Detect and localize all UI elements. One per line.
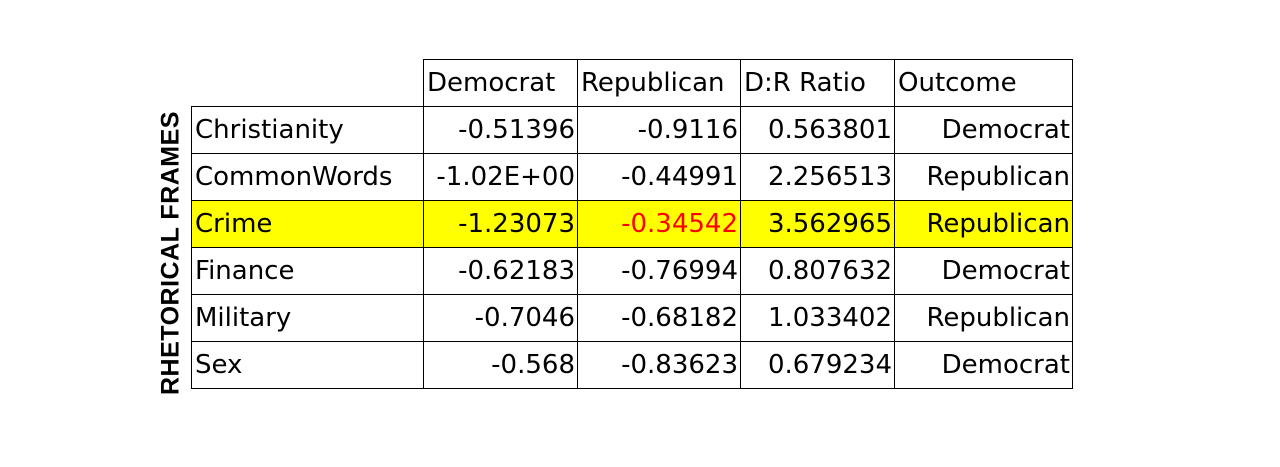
table-row: Christianity -0.51396 -0.9116 0.563801 D… (191, 106, 1073, 154)
ratio-value: 0.563801 (740, 106, 895, 154)
republican-value: -0.76994 (577, 247, 741, 295)
frame-name: Christianity (191, 106, 424, 154)
democrat-value: -1.23073 (423, 200, 578, 248)
outcome-value: Republican (894, 153, 1073, 201)
democrat-value: -0.568 (423, 341, 578, 389)
table-row: CommonWords -1.02E+00 -0.44991 2.256513 … (191, 153, 1073, 201)
republican-value: -0.9116 (577, 106, 741, 154)
democrat-value: -0.51396 (423, 106, 578, 154)
outcome-value: Republican (894, 200, 1073, 248)
ratio-value: 1.033402 (740, 294, 895, 342)
ratio-value: 3.562965 (740, 200, 895, 248)
table-row: Sex -0.568 -0.83623 0.679234 Democrat (191, 341, 1073, 389)
ratio-value: 0.807632 (740, 247, 895, 295)
frame-name: Finance (191, 247, 424, 295)
outcome-value: Democrat (894, 106, 1073, 154)
col-header-outcome: Outcome (894, 59, 1073, 107)
republican-value: -0.83623 (577, 341, 741, 389)
republican-value: -0.44991 (577, 153, 741, 201)
outcome-value: Democrat (894, 247, 1073, 295)
democrat-value: -1.02E+00 (423, 153, 578, 201)
frame-name: Crime (191, 200, 424, 248)
frame-name: CommonWords (191, 153, 424, 201)
col-header-ratio: D:R Ratio (740, 59, 895, 107)
header-row: Democrat Republican D:R Ratio Outcome (191, 59, 1073, 107)
table-row: Military -0.7046 -0.68182 1.033402 Repub… (191, 294, 1073, 342)
frame-name: Military (191, 294, 424, 342)
outcome-value: Republican (894, 294, 1073, 342)
table-row-highlighted: Crime -1.23073 -0.34542 3.562965 Republi… (191, 200, 1073, 248)
republican-value: -0.68182 (577, 294, 741, 342)
frames-table: Democrat Republican D:R Ratio Outcome Ch… (191, 59, 1073, 389)
democrat-value: -0.7046 (423, 294, 578, 342)
ratio-value: 2.256513 (740, 153, 895, 201)
frame-name: Sex (191, 341, 424, 389)
ratio-value: 0.679234 (740, 341, 895, 389)
outcome-value: Democrat (894, 341, 1073, 389)
col-header-democrat: Democrat (423, 59, 578, 107)
republican-value-highlighted: -0.34542 (577, 200, 741, 248)
democrat-value: -0.62183 (423, 247, 578, 295)
table-row: Finance -0.62183 -0.76994 0.807632 Democ… (191, 247, 1073, 295)
rhetorical-frames-label: RHETORICAL FRAMES (156, 111, 185, 395)
corner-cell (191, 59, 424, 107)
col-header-republican: Republican (577, 59, 741, 107)
